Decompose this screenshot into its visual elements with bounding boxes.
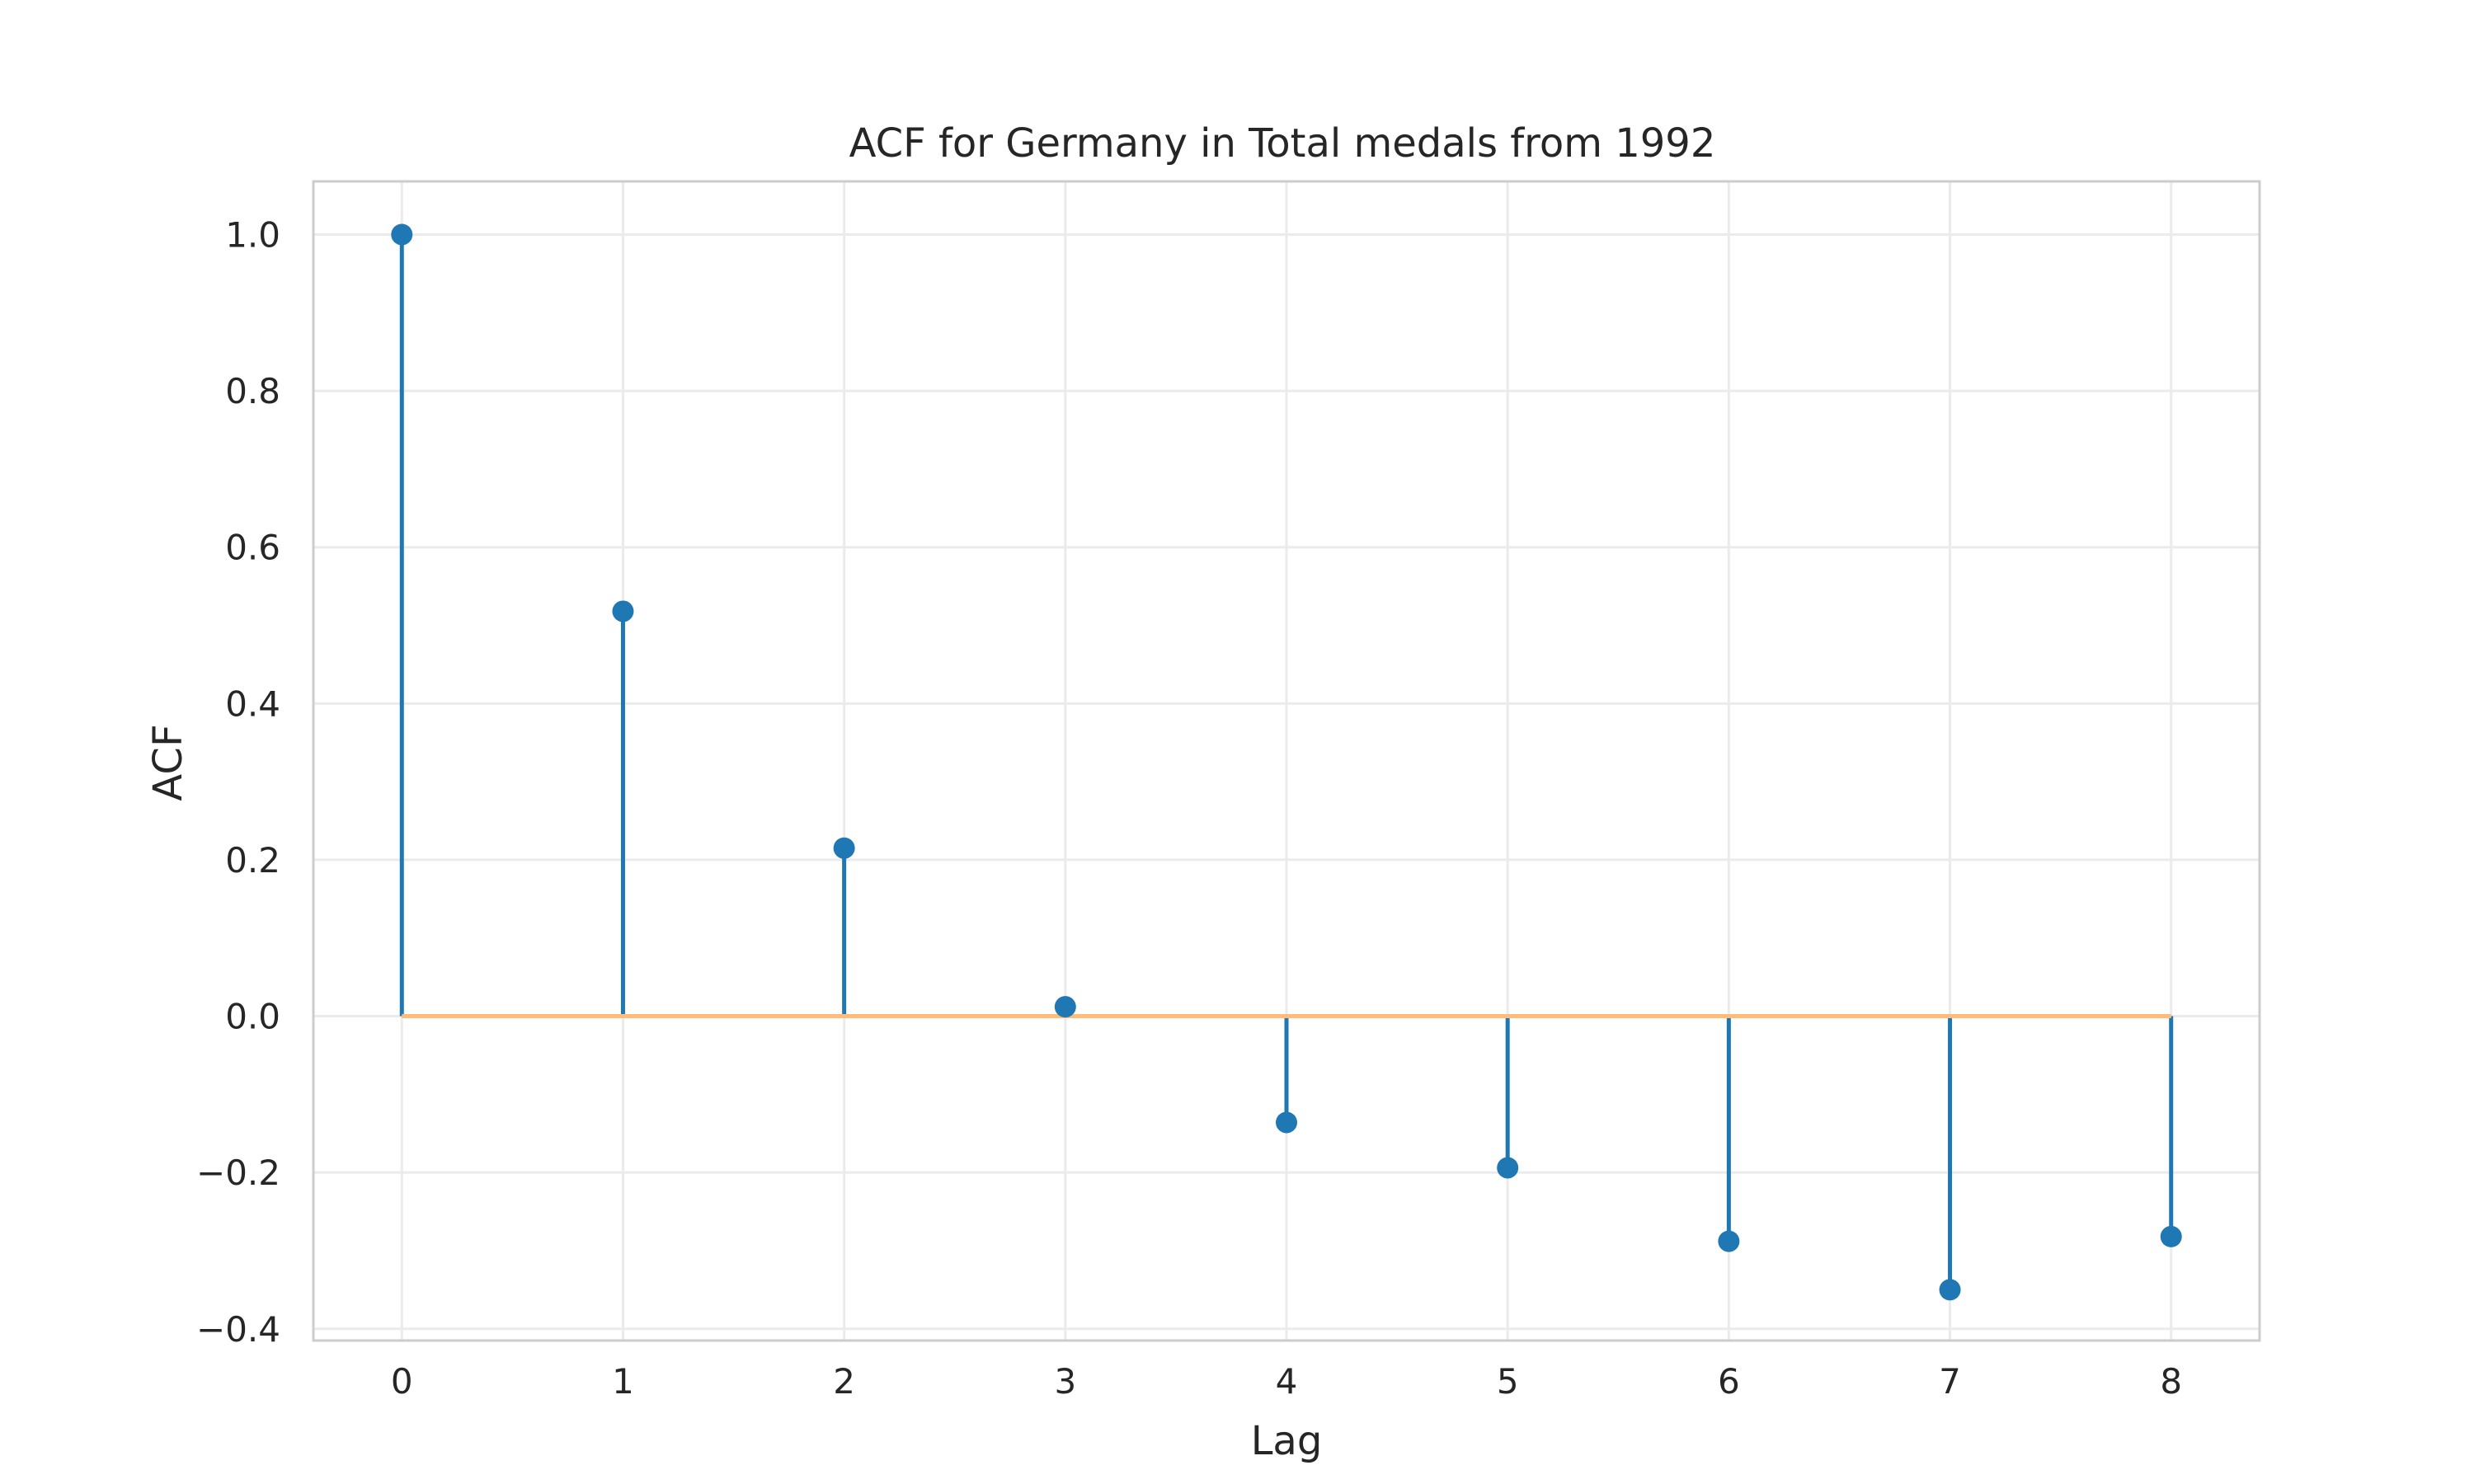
x-tick-labels: 0 1 2 3 4 5 6 7 8 xyxy=(391,1361,2182,1402)
y-tick-labels: 1.0 0.8 0.6 0.4 0.2 0.0 −0.2 −0.4 xyxy=(196,214,280,1349)
x-tick-label-8: 8 xyxy=(2160,1361,2182,1402)
y-tick-label-3: 0.4 xyxy=(225,683,280,724)
marker-lag-2 xyxy=(833,837,855,859)
grid-layer xyxy=(313,181,2260,1341)
x-tick-label-0: 0 xyxy=(391,1361,413,1402)
y-axis-label: ACF xyxy=(145,724,191,801)
x-tick-label-7: 7 xyxy=(1939,1361,1961,1402)
y-tick-label-6: −0.2 xyxy=(196,1153,280,1193)
y-tick-label-1: 0.8 xyxy=(225,371,280,411)
markers-layer xyxy=(391,223,2182,1301)
chart-title: ACF for Germany in Total medals from 199… xyxy=(849,120,1716,167)
marker-lag-3 xyxy=(1054,996,1076,1018)
x-tick-label-4: 4 xyxy=(1276,1361,1298,1402)
x-tick-label-1: 1 xyxy=(612,1361,634,1402)
y-tick-label-7: −0.4 xyxy=(196,1309,280,1350)
marker-lag-8 xyxy=(2160,1225,2182,1247)
x-tick-label-5: 5 xyxy=(1497,1361,1519,1402)
y-tick-label-4: 0.2 xyxy=(225,840,280,881)
stems-layer xyxy=(399,234,2174,1290)
marker-lag-4 xyxy=(1276,1111,1297,1134)
y-tick-label-2: 0.6 xyxy=(225,528,280,568)
marker-lag-6 xyxy=(1718,1230,1740,1252)
plot-frame xyxy=(312,180,2261,1342)
y-tick-label-5: 0.0 xyxy=(225,997,280,1037)
marker-lag-7 xyxy=(1939,1279,1961,1301)
marker-lag-5 xyxy=(1497,1157,1519,1179)
marker-lag-0 xyxy=(391,223,413,246)
marker-lag-1 xyxy=(612,600,634,622)
y-tick-label-0: 1.0 xyxy=(225,214,280,255)
x-axis-label: Lag xyxy=(1251,1418,1323,1464)
x-tick-label-6: 6 xyxy=(1718,1361,1740,1402)
x-tick-label-2: 2 xyxy=(833,1361,855,1402)
x-tick-label-3: 3 xyxy=(1054,1361,1076,1402)
